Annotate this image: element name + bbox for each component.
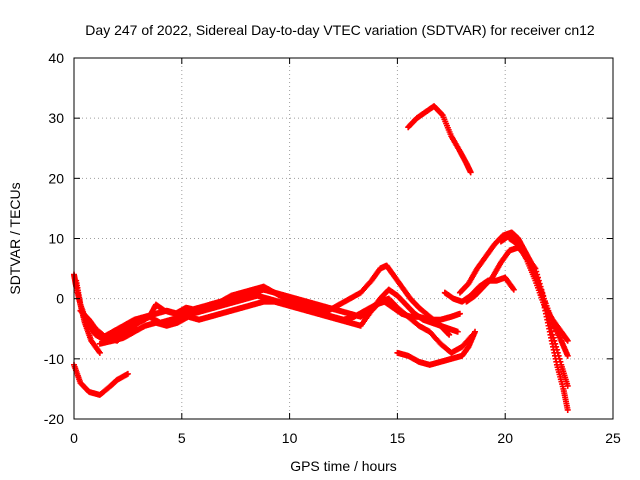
y-tick-label: -10: [44, 351, 64, 367]
y-tick-label: 30: [48, 110, 64, 126]
data-series: [71, 103, 571, 413]
y-tick-label: 0: [56, 291, 64, 307]
data-point-marker: [456, 310, 463, 317]
series-track-5: [96, 286, 461, 347]
series-track-1: [71, 361, 131, 398]
x-tick-label: 5: [178, 430, 186, 446]
data-point-marker: [552, 340, 559, 347]
axis-ticks: 0 5 10 15 20 25 -20 -10 0 10 20 30 40: [44, 50, 621, 446]
y-tick-label: 40: [48, 50, 64, 66]
x-tick-label: 10: [282, 430, 298, 446]
data-point-marker: [446, 331, 453, 338]
data-point-marker: [564, 337, 571, 344]
data-point-marker: [548, 328, 555, 335]
data-point-marker: [551, 337, 558, 344]
data-point-marker: [550, 334, 557, 341]
chart-title: Day 247 of 2022, Sidereal Day-to-day VTE…: [85, 22, 595, 38]
data-point-marker: [445, 330, 452, 337]
data-point-marker: [564, 406, 571, 413]
data-point-marker: [564, 352, 571, 359]
x-tick-label: 25: [605, 430, 621, 446]
y-axis-label: SDTVAR / TECUs: [7, 182, 23, 294]
series-track-12: [506, 235, 571, 344]
series-track-6: [88, 286, 476, 356]
x-tick-label: 15: [390, 430, 406, 446]
data-point-marker: [454, 328, 461, 335]
data-point-marker: [553, 343, 560, 350]
series-track-13: [441, 274, 517, 305]
data-point-marker: [510, 286, 517, 293]
series-track-8: [405, 103, 474, 176]
data-point-marker: [556, 355, 563, 362]
data-point-marker: [554, 349, 561, 356]
data-point-marker: [553, 346, 560, 353]
data-point-marker: [564, 382, 571, 389]
data-point-marker: [555, 352, 562, 359]
data-point-marker: [96, 349, 103, 356]
y-tick-label: 20: [48, 170, 64, 186]
data-point-marker: [549, 331, 556, 338]
data-point-marker: [557, 358, 564, 365]
data-point-marker: [467, 169, 474, 176]
data-point-marker: [438, 111, 445, 118]
x-tick-label: 20: [497, 430, 513, 446]
x-axis-label: GPS time / hours: [290, 458, 397, 474]
y-tick-label: 10: [48, 231, 64, 247]
y-tick-label: -20: [44, 411, 64, 427]
data-point-marker: [472, 328, 479, 335]
series-track-7: [394, 328, 479, 368]
x-tick-label: 0: [70, 430, 78, 446]
data-point-marker: [124, 370, 131, 377]
